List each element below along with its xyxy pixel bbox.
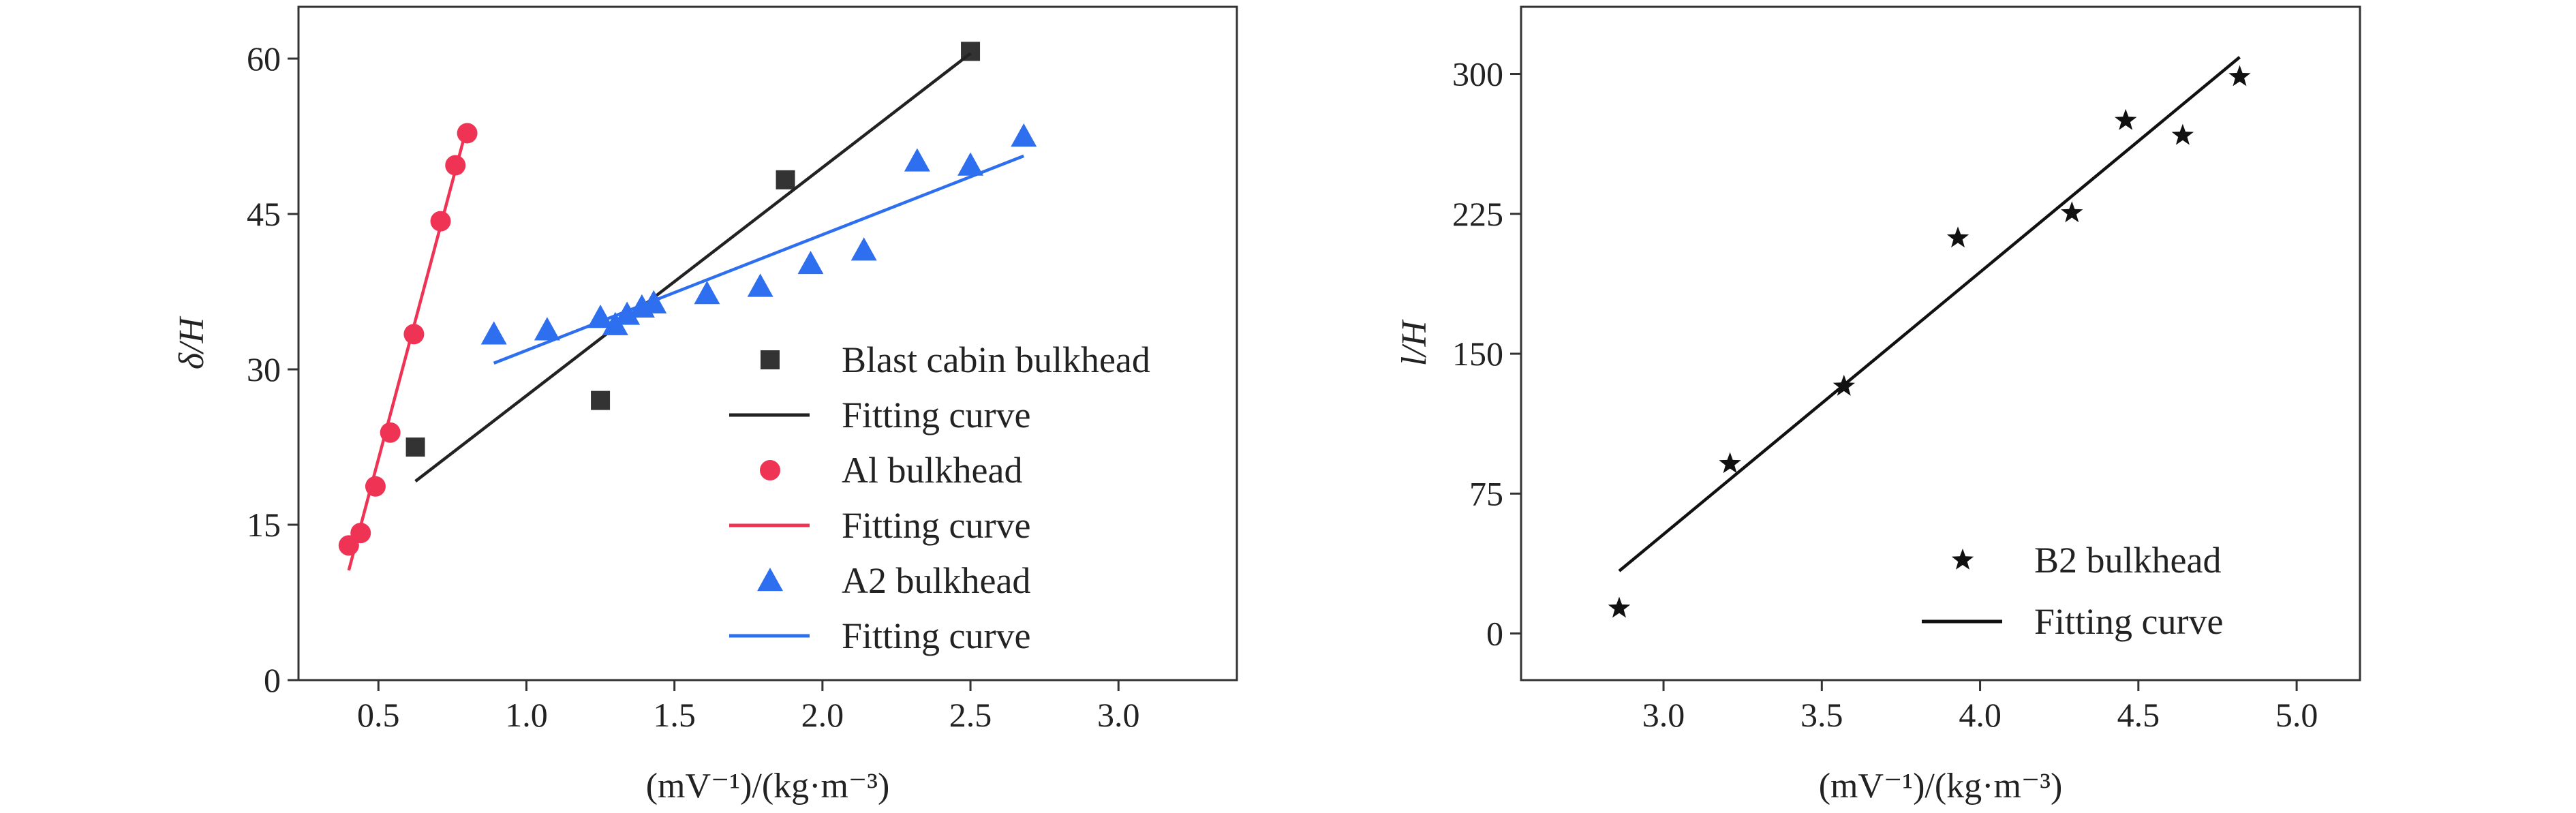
y-tick-label: 60 <box>247 40 281 78</box>
legend-label: A2 bulkhead <box>842 560 1030 601</box>
plot-frame <box>297 5 1238 681</box>
data-point-triangle <box>534 317 560 341</box>
x-tick-label: 2.5 <box>949 696 992 734</box>
legend-marker-square <box>761 350 780 369</box>
legend-label: B2 bulkhead <box>2034 540 2221 581</box>
x-tick-label: 4.5 <box>2117 696 2160 734</box>
data-point-triangle <box>614 301 641 325</box>
y-tick-label: 300 <box>1452 55 1503 93</box>
data-point-star <box>2115 108 2137 130</box>
legend-label: Blast cabin bulkhead <box>842 339 1150 380</box>
data-point-square <box>405 438 425 457</box>
data-point-star <box>1946 226 1969 248</box>
x-tick-label: 4.0 <box>1959 696 2002 734</box>
legend-marker-star <box>1951 549 1974 570</box>
x-tick-label: 1.5 <box>653 696 696 734</box>
data-point-triangle <box>1011 123 1037 147</box>
x-axis-label: (mV⁻¹)/(kg·m⁻³) <box>1819 767 2063 806</box>
y-tick-label: 225 <box>1452 195 1503 233</box>
plot-frame <box>1520 5 2361 681</box>
x-tick-label: 0.5 <box>357 696 400 734</box>
data-point-triangle <box>480 321 507 345</box>
right-chart-panel: 3.0 3.5 4.0 4.5 5.0 0 75 150 225 300 (mV⁻¹)/(kg·m⁻… <box>1395 5 2361 806</box>
x-tick-label: 3.0 <box>1097 696 1140 734</box>
data-point-star <box>1608 596 1631 618</box>
data-point-square <box>776 170 795 189</box>
data-point-circle <box>457 123 478 144</box>
data-point-triangle <box>850 237 877 261</box>
y-tick-label: 30 <box>247 350 281 388</box>
legend-marker-circle <box>760 460 780 480</box>
data-point-star <box>2061 201 2083 223</box>
data-point-triangle <box>797 250 824 275</box>
data-point-triangle <box>957 152 984 176</box>
x-axis-label: (mV⁻¹)/(kg·m⁻³) <box>646 767 890 806</box>
legend-label: Fitting curve <box>842 505 1030 546</box>
x-tick-label: 5.0 <box>2275 696 2318 734</box>
y-tick-label: 75 <box>1469 474 1503 512</box>
data-point-triangle <box>747 273 773 297</box>
y-tick-label: 0 <box>264 661 281 699</box>
fitting-line <box>493 154 1025 365</box>
data-point-star <box>1719 452 1741 474</box>
y-tick-label: 0 <box>1486 615 1503 653</box>
fitting-line <box>347 125 469 571</box>
data-point-square <box>591 390 611 410</box>
data-point-star <box>2228 65 2251 87</box>
y-axis-label: l/H <box>1395 319 1434 366</box>
legend-label: Fitting curve <box>842 615 1030 656</box>
data-point-triangle <box>694 281 720 305</box>
data-point-triangle <box>587 305 614 328</box>
x-tick-label: 3.0 <box>1642 696 1685 734</box>
x-tick-label: 3.5 <box>1800 696 1843 734</box>
x-tick-label: 1.0 <box>505 696 548 734</box>
legend-marker-triangle <box>757 568 783 592</box>
y-tick-label: 150 <box>1452 335 1503 373</box>
fitting-line <box>414 52 972 482</box>
data-point-star <box>2171 123 2194 145</box>
legend-label: Al bulkhead <box>842 450 1022 491</box>
fitting-line <box>1618 56 2241 572</box>
y-tick-label: 15 <box>247 506 281 544</box>
data-point-circle <box>350 523 371 544</box>
data-point-triangle <box>904 148 930 172</box>
legend-label: Fitting curve <box>2034 601 2223 642</box>
y-tick-label: 45 <box>247 195 281 233</box>
left-chart-panel: 0.5 1.0 1.5 2.0 2.5 3.0 0 15 30 45 60 (mV⁻¹)/(kg·m⁻… <box>172 5 1238 806</box>
y-axis-label: δ/H <box>172 316 211 369</box>
legend-label: Fitting curve <box>842 395 1030 435</box>
x-tick-label: 2.0 <box>801 696 844 734</box>
